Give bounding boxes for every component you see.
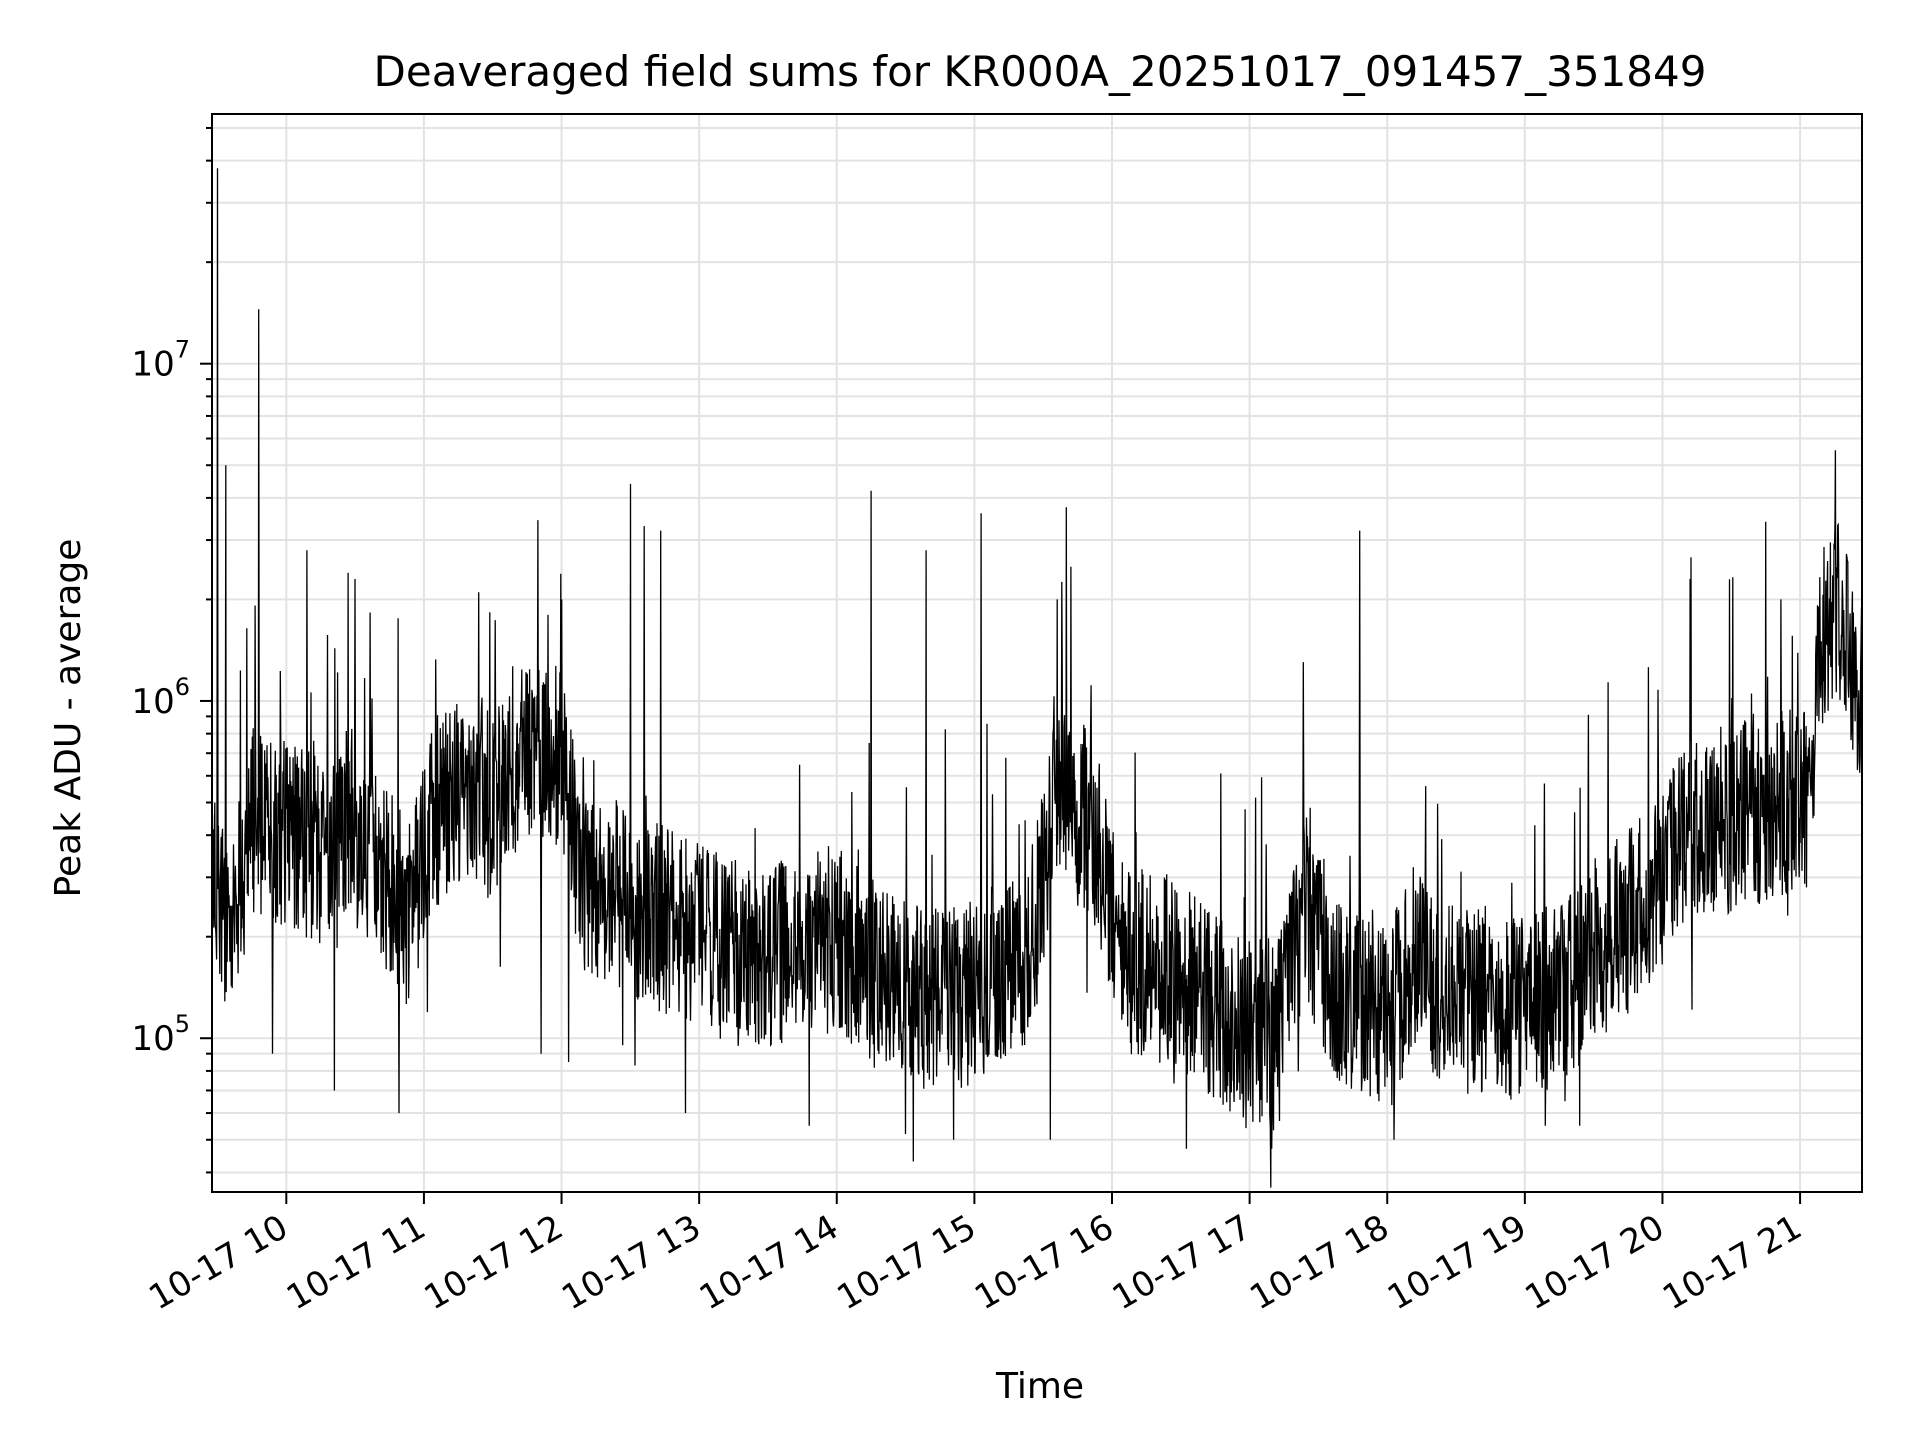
series-line-peak-adu: [212, 168, 1862, 1188]
axes-frame: [211, 113, 1863, 1193]
y-axis-ticks: 105 106 107: [131, 126, 212, 1174]
y-tick-label: 107: [131, 336, 190, 385]
y-tick-label: 105: [131, 1010, 190, 1059]
y-axis-label: Peak ADU - average: [48, 539, 89, 898]
plot-area: [212, 168, 1862, 1188]
x-axis-label: Time: [995, 1366, 1084, 1407]
y-tick-label: 106: [131, 673, 190, 722]
chart-title: Deaveraged field sums for KR000A_2025101…: [374, 47, 1707, 96]
